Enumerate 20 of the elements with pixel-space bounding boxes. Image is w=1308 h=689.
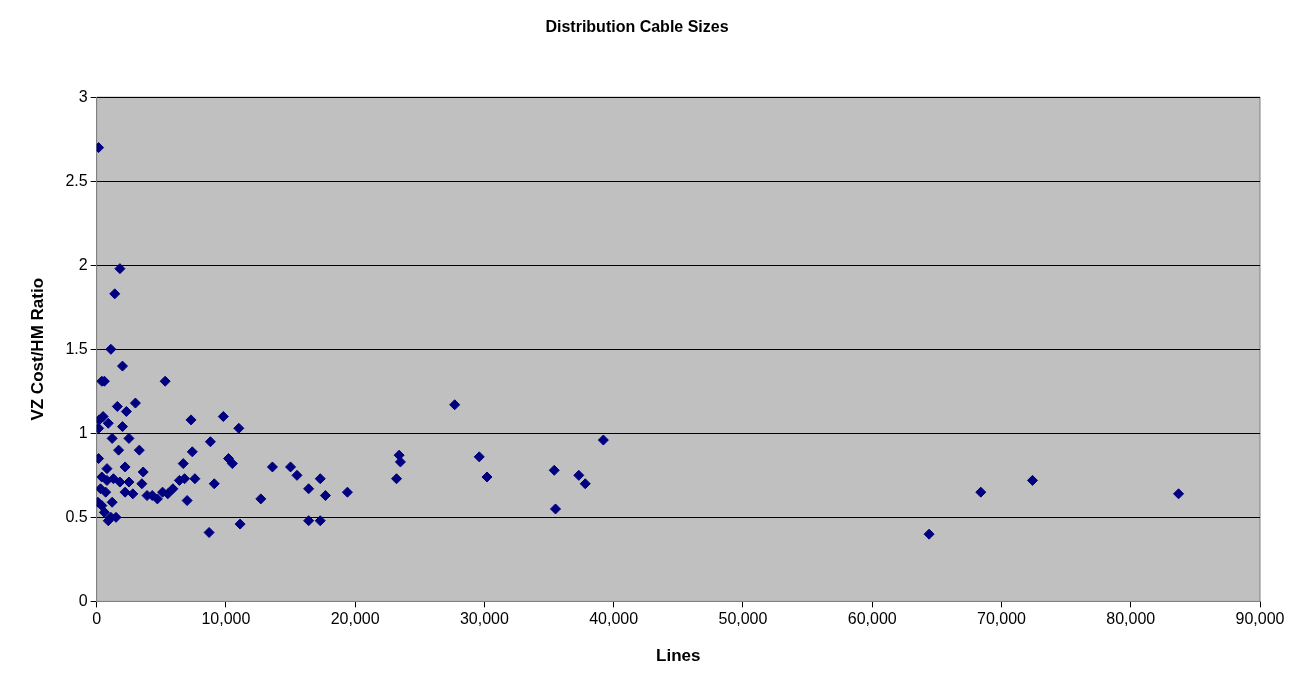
x-tick-label: 50,000 <box>718 610 768 628</box>
y-axis-title: VZ Cost/HM Ratio <box>27 278 47 421</box>
x-tick-label: 20,000 <box>330 610 380 628</box>
x-tick-label: 70,000 <box>977 610 1027 628</box>
y-tick-label: 2 <box>78 255 88 273</box>
chart-title: Distribution Cable Sizes <box>545 18 729 36</box>
x-tick-label: 90,000 <box>1235 610 1285 628</box>
y-tick-label: 1.5 <box>65 339 88 357</box>
x-tick-label: 80,000 <box>1106 610 1156 628</box>
x-tick-label: 0 <box>92 610 102 628</box>
y-tick-label: 0.5 <box>65 507 88 525</box>
x-tick-label: 10,000 <box>201 610 251 628</box>
x-tick-label: 60,000 <box>847 610 897 628</box>
x-tick-label: 30,000 <box>459 610 509 628</box>
x-tick-label: 40,000 <box>589 610 639 628</box>
x-axis-title: Lines <box>656 646 701 666</box>
y-tick-label: 0 <box>78 591 88 609</box>
y-tick-label: 2.5 <box>65 171 88 189</box>
y-tick-label: 3 <box>78 87 88 105</box>
y-tick-label: 1 <box>78 423 88 441</box>
